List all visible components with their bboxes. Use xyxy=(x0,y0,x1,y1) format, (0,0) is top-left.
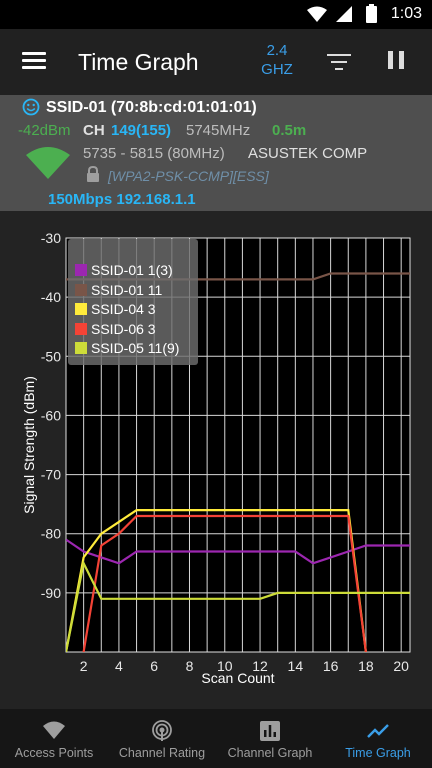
legend-swatch xyxy=(75,322,87,335)
x-tick-label: 16 xyxy=(323,658,339,674)
time-graph-chart-area: -30 -40 -50 -60 -70 -80 -90 2 4 6 8 10 12 14 16 18 20 Sca… xyxy=(0,211,432,709)
y-tick-label: -50 xyxy=(41,348,61,364)
legend-label: SSID-01 1(3) xyxy=(91,262,173,278)
legend-label: SSID-01 11 xyxy=(91,281,163,298)
plot-frame xyxy=(65,237,411,653)
vendor: ASUSTEK COMP xyxy=(248,145,368,162)
y-tick-label: -80 xyxy=(41,526,61,542)
nav-label: Access Points xyxy=(14,746,94,760)
legend-swatch xyxy=(75,264,87,276)
nav-label: Channel Rating xyxy=(118,746,206,760)
chart-legend: SSID-01 1(3) SSID-01 11 SSID-04 3 SSID-06 3… xyxy=(68,239,198,365)
bar-chart-icon xyxy=(260,721,280,741)
wifi-icon xyxy=(43,721,65,739)
legend-label: SSID-06 3 xyxy=(91,320,156,337)
x-tick-label: 12 xyxy=(252,658,268,674)
legend-label: SSID-04 3 xyxy=(91,301,156,317)
app-bar: Time Graph 2.4 GHZ xyxy=(0,29,432,95)
x-tick-label: 14 xyxy=(288,658,304,674)
signal-tower-icon xyxy=(152,720,172,741)
y-tick-label: -70 xyxy=(41,467,61,483)
series-line-4 xyxy=(82,514,367,652)
page-title: Time Graph xyxy=(78,49,199,75)
x-tick-label: 18 xyxy=(358,658,374,674)
rate-ip: 150Mbps 192.168.1.1 xyxy=(48,191,196,208)
band-unit: GHZ xyxy=(261,61,293,78)
legend-swatch xyxy=(75,303,87,315)
frequency: 5745MHz xyxy=(186,122,251,139)
x-tick-label: 6 xyxy=(150,658,158,674)
smiley-icon xyxy=(22,98,40,116)
line-chart-icon xyxy=(367,724,389,738)
channel-value: 149(155) xyxy=(111,122,172,139)
x-tick-label: 20 xyxy=(393,658,409,674)
distance: 0.5m xyxy=(272,122,307,139)
ssid-line: SSID-01 (70:8b:cd:01:01:01) xyxy=(46,99,257,116)
signal-dbm: -42dBm xyxy=(18,122,71,139)
bottom-navigation: Access Points Channel Rating Channel Gra… xyxy=(0,709,432,768)
nav-label: Time Graph xyxy=(345,746,411,760)
connected-ap-panel[interactable]: SSID-01 (70:8b:cd:01:01:01) -42dBm CH 14… xyxy=(0,95,432,211)
nav-time-graph[interactable]: Time Graph xyxy=(324,709,432,768)
y-tick-label: -30 xyxy=(41,230,61,246)
legend-swatch xyxy=(75,283,87,296)
nav-access-points[interactable]: Access Points xyxy=(0,709,108,768)
lock-icon xyxy=(87,166,99,182)
cell-signal-icon xyxy=(336,6,352,22)
nav-channel-graph[interactable]: Channel Graph xyxy=(216,709,324,768)
y-tick-label: -60 xyxy=(41,407,61,423)
series-line-5 xyxy=(66,559,410,652)
legend-swatch xyxy=(75,342,87,354)
wifi-strength-icon xyxy=(26,147,70,179)
y-tick-label: -40 xyxy=(41,289,61,305)
nav-label: Channel Graph xyxy=(227,746,313,760)
series-line-2 xyxy=(66,272,410,281)
menu-icon[interactable] xyxy=(22,52,46,70)
x-axis-label: Scan Count xyxy=(201,670,274,686)
legend-label: SSID-05 11(9) xyxy=(91,340,180,356)
x-tick-label: 8 xyxy=(186,658,194,674)
x-tick-label: 10 xyxy=(217,658,233,674)
pause-icon[interactable] xyxy=(388,51,404,71)
nav-channel-rating[interactable]: Channel Rating xyxy=(108,709,216,768)
band-toggle-button[interactable]: 2.4 GHZ xyxy=(255,41,299,79)
y-axis-label: Signal Strength (dBm) xyxy=(21,376,37,514)
series-line-3 xyxy=(66,509,367,652)
frequency-range: 5735 - 5815 (80MHz) xyxy=(83,145,225,162)
wifi-status-icon xyxy=(307,6,327,22)
status-time: 1:03 xyxy=(390,5,422,22)
battery-icon xyxy=(366,4,377,23)
status-bar: 1:03 xyxy=(0,0,432,29)
x-tick-label: 2 xyxy=(80,658,88,674)
signal-strength-chart: -30 -40 -50 -60 -70 -80 -90 2 4 6 8 10 12 14 16 18 20 Sca… xyxy=(21,230,411,686)
filter-icon[interactable] xyxy=(327,53,351,71)
y-tick-label: -90 xyxy=(41,585,61,601)
band-value: 2.4 xyxy=(266,42,288,59)
series-line-1 xyxy=(66,538,410,565)
security: [WPA2-PSK-CCMP][ESS] xyxy=(108,168,269,184)
x-tick-label: 4 xyxy=(115,658,123,674)
channel-label: CH xyxy=(83,122,105,139)
